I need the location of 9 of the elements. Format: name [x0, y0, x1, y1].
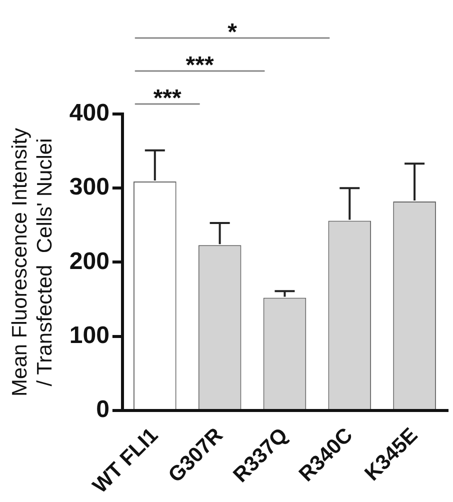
y-tick-label: 400: [69, 100, 110, 127]
text: *: [228, 19, 238, 46]
text: ***: [153, 85, 182, 112]
y-tick-label: 200: [69, 248, 110, 275]
y-axis-title: Mean Fluorescence Intensity / Transfected Cells' Nuclei: [8, 127, 57, 396]
text: ***: [186, 52, 214, 79]
y-tick-label: 0: [96, 396, 110, 424]
y-tick-label: 300: [69, 174, 110, 201]
y-tick-label: 100: [69, 322, 110, 349]
